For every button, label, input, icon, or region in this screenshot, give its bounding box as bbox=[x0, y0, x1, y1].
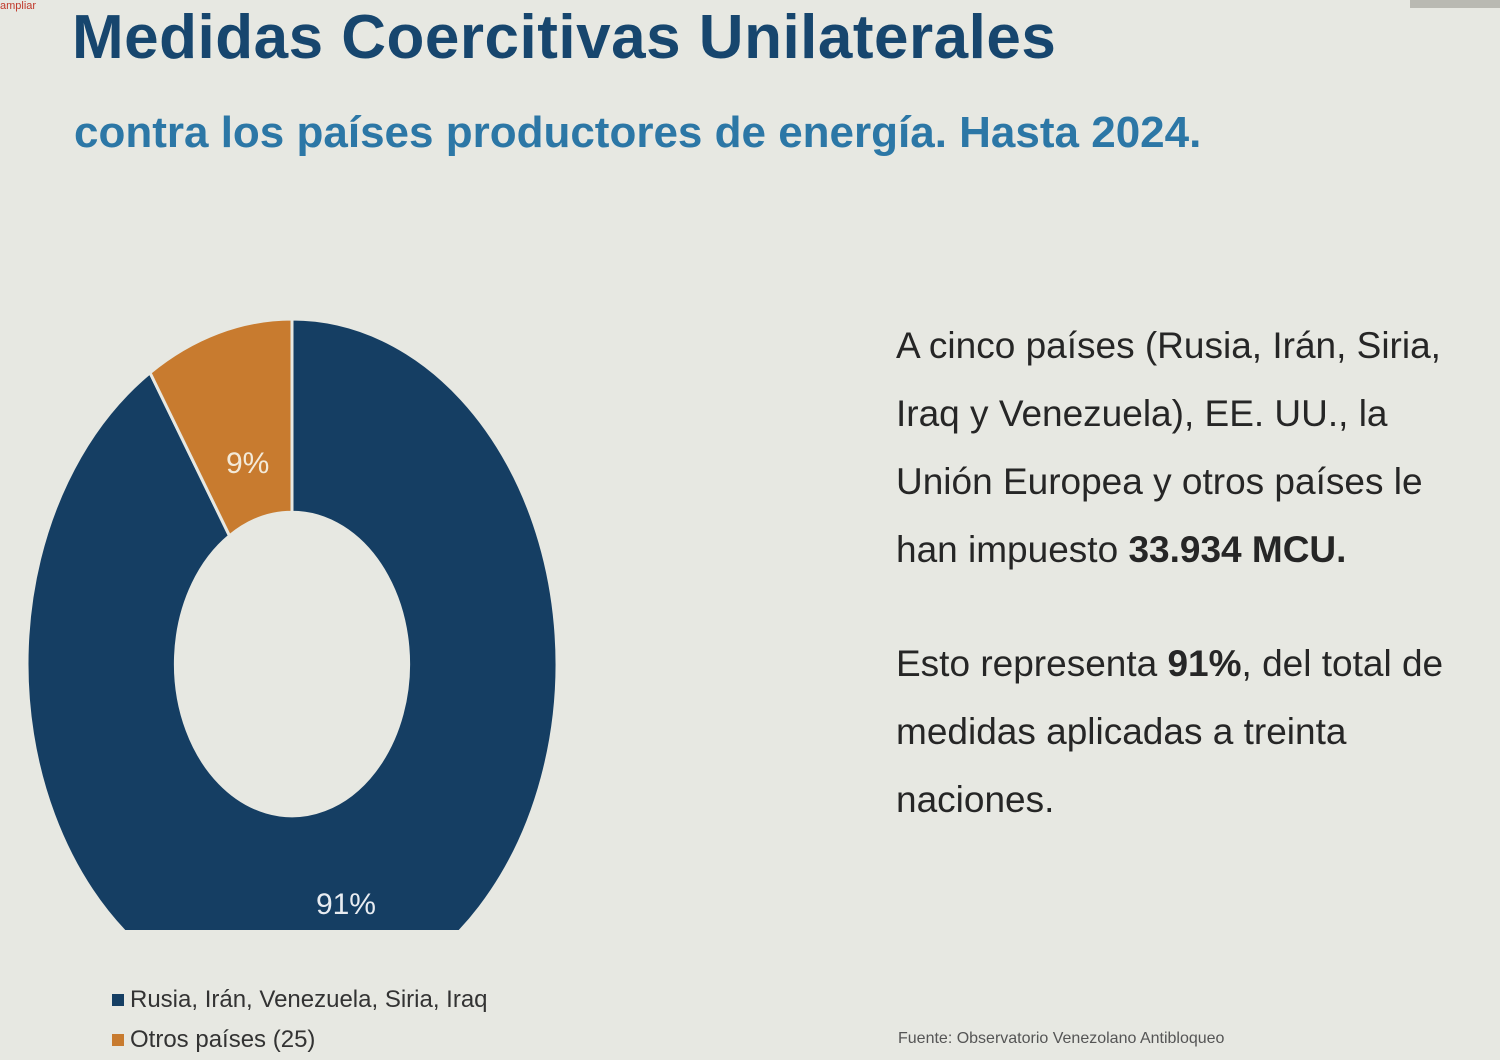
info-p1-text: A cinco países (Rusia, Irán, Siria, Iraq… bbox=[896, 325, 1441, 570]
slide-subtitle: contra los países productores de energía… bbox=[74, 108, 1202, 157]
info-paragraph-1: A cinco países (Rusia, Irán, Siria, Iraq… bbox=[896, 312, 1466, 584]
donut-chart: 91% 9% bbox=[25, 317, 559, 930]
donut-slice-label-1: 9% bbox=[226, 447, 269, 480]
donut-slices bbox=[25, 317, 559, 930]
slide-title: Medidas Coercitivas Unilaterales bbox=[72, 3, 1057, 72]
info-p2-highlight: 91% bbox=[1167, 643, 1242, 684]
legend-item-others: Otros países (25) bbox=[112, 1020, 488, 1060]
source-note: Fuente: Observatorio Venezolano Antibloq… bbox=[898, 1030, 1225, 1047]
info-p1-highlight: 33.934 MCU. bbox=[1128, 529, 1347, 570]
donut-slice-labels: 91% 9% bbox=[226, 447, 376, 921]
legend-item-main: Rusia, Irán, Venezuela, Siria, Iraq bbox=[112, 980, 488, 1020]
legend-swatch-others bbox=[112, 1034, 124, 1046]
donut-slice-1 bbox=[148, 317, 294, 539]
donut-slice-label-0: 91% bbox=[316, 888, 376, 921]
info-p2-text: Esto representa bbox=[896, 643, 1168, 684]
donut-slice-0 bbox=[25, 317, 559, 930]
legend-swatch-main bbox=[112, 994, 124, 1006]
corner-watermark: ampliar bbox=[0, 0, 37, 12]
info-p2-text-end: , del total de medidas aplicadas a trein… bbox=[896, 643, 1444, 820]
chart-legend: Rusia, Irán, Venezuela, Siria, Iraq Otro… bbox=[112, 980, 488, 1060]
info-text: A cinco países (Rusia, Irán, Siria, Iraq… bbox=[896, 312, 1466, 834]
legend-label-others: Otros países (25) bbox=[130, 1026, 316, 1053]
legend-label-main: Rusia, Irán, Venezuela, Siria, Iraq bbox=[130, 986, 488, 1013]
info-paragraph-2: Esto representa 91%, del total de medida… bbox=[896, 630, 1466, 834]
corner-strip bbox=[1410, 0, 1500, 8]
